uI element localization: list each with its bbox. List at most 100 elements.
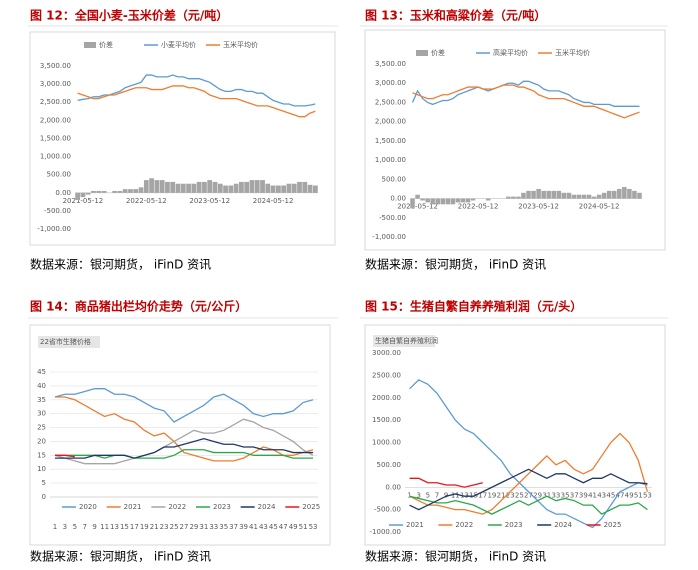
x-tick-label: 17: [130, 523, 139, 531]
x-tick-label: 19: [140, 523, 149, 531]
x-tick-label: 1: [407, 491, 411, 499]
bar: [606, 190, 612, 199]
inner-title: 22省市生猪价格: [40, 337, 91, 346]
bar: [312, 185, 318, 193]
x-tick-label: 23: [506, 491, 515, 499]
series-line: [409, 379, 648, 529]
x-tick-label: 2021-05-12: [63, 197, 104, 205]
x-tick-label: 21: [497, 491, 506, 499]
bar: [455, 198, 461, 203]
bar: [445, 198, 451, 205]
x-tick-label: 37: [229, 523, 238, 531]
x-tick-label: 13: [460, 491, 469, 499]
bar: [410, 198, 415, 209]
x-tick-label: 31: [199, 523, 208, 531]
legend-label: 2023: [505, 521, 523, 529]
y-tick-label: 25: [37, 424, 46, 432]
figure-source: 数据来源：银河期货， iFinD 资讯: [365, 549, 546, 564]
bar: [286, 183, 292, 193]
bar: [117, 190, 123, 193]
legend-label: 2021: [124, 503, 142, 511]
x-tick-label: 2022-05-12: [458, 203, 499, 211]
bar: [506, 196, 511, 199]
figure-source: 数据来源：银河期货， iFinD 资讯: [30, 549, 211, 564]
series-line: [409, 477, 483, 488]
y-tick-label: 1000.00: [372, 439, 401, 447]
x-tick-label: 3: [416, 491, 420, 499]
bar: [541, 190, 546, 199]
y-tick-label: -500.00: [379, 214, 406, 222]
chart-frame: [364, 29, 666, 251]
bar: [122, 189, 128, 193]
bar: [581, 194, 587, 199]
x-tick-label: 29: [189, 523, 198, 531]
x-tick-label: 53: [643, 491, 652, 499]
bar: [435, 198, 441, 205]
bar: [276, 185, 281, 193]
bar: [91, 190, 96, 193]
bar: [465, 198, 471, 203]
bar: [460, 198, 466, 203]
x-tick-label: 51: [634, 491, 643, 499]
figure-caption: 图 12：全国小麦-玉米价差（元/吨）: [30, 8, 228, 23]
legend-label: 小麦平均价: [161, 40, 196, 49]
x-tick-label: 2023-05-12: [518, 203, 559, 211]
series-line: [409, 468, 648, 511]
x-tick-label: 43: [259, 523, 268, 531]
x-tick-label: 1: [53, 523, 57, 531]
x-tick-label: 25: [170, 523, 179, 531]
bar: [546, 190, 551, 199]
x-tick-label: 3: [63, 523, 67, 531]
chart-frame: [29, 31, 336, 246]
y-tick-label: 2,500.00: [375, 98, 406, 106]
y-tick-label: -1,000.00: [37, 225, 71, 233]
bar: [112, 190, 117, 193]
bar: [128, 189, 133, 193]
y-tick-label: 15: [37, 451, 46, 459]
x-tick-label: 29: [533, 491, 542, 499]
x-tick-label: 11: [451, 491, 460, 499]
bar: [420, 198, 425, 201]
bar: [217, 183, 223, 193]
legend-label: 2021: [406, 521, 424, 529]
bar: [307, 184, 313, 193]
y-tick-label: 2,000.00: [375, 118, 406, 126]
series-line: [54, 449, 314, 459]
x-tick-label: 47: [616, 491, 625, 499]
y-tick-label: 500.00: [47, 171, 72, 179]
bar: [425, 198, 430, 203]
y-tick-label: 3,500.00: [375, 60, 406, 68]
bar: [551, 190, 557, 199]
y-tick-label: 5: [42, 479, 46, 487]
legend-label: 2022: [455, 521, 473, 529]
legend-label: 2022: [168, 503, 186, 511]
legend-label: 2025: [604, 521, 622, 529]
bar: [617, 188, 622, 199]
bar: [75, 192, 81, 201]
y-tick-label: 3000.00: [372, 349, 401, 357]
inner-title-box: [38, 336, 100, 348]
bar: [265, 183, 271, 193]
series-line: [77, 85, 316, 118]
bar: [149, 178, 154, 193]
y-tick-label: 0.00: [390, 195, 406, 203]
bar: [637, 192, 642, 199]
x-tick-label: 2021-05-12: [397, 203, 438, 211]
bar: [207, 180, 213, 193]
series-line: [54, 388, 314, 423]
y-tick-label: 1500.00: [372, 416, 401, 424]
x-tick-label: 31: [542, 491, 551, 499]
x-tick-label: 9: [92, 523, 96, 531]
bar: [596, 194, 602, 199]
x-tick-label: 15: [120, 523, 129, 531]
bar: [511, 196, 516, 199]
y-tick-label: 2000.00: [372, 394, 401, 402]
bar: [202, 181, 207, 193]
bar: [191, 183, 197, 193]
x-tick-label: 2024-05-12: [579, 203, 620, 211]
x-tick-label: 33: [209, 523, 218, 531]
y-tick-label: 2,500.00: [40, 98, 71, 106]
x-tick-label: 47: [279, 523, 288, 531]
bar: [622, 187, 627, 199]
x-tick-label: 49: [289, 523, 298, 531]
